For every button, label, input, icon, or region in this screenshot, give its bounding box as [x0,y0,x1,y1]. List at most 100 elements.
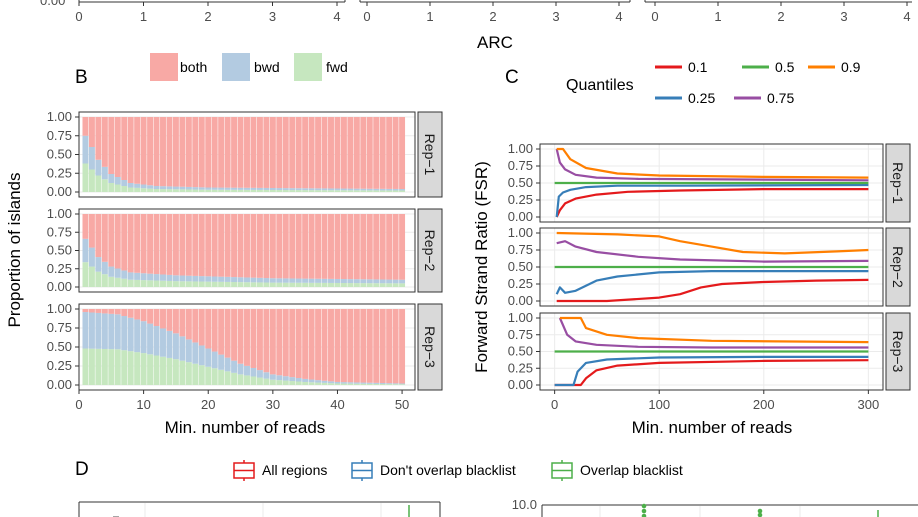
line-series-q0.1 [555,188,869,218]
ytick-label: 0.00 [47,184,72,199]
bar-bwd [276,375,283,381]
bar-fwd [121,350,128,385]
top-ytick-cut: 0.00 [40,0,65,8]
bar-both [399,117,406,189]
bar-bwd [302,378,309,382]
bar-bwd [334,381,341,384]
bar-both [308,214,315,279]
bar-both [140,309,147,322]
bar-bwd [211,351,218,369]
bar-fwd [82,262,89,287]
bar-fwd [399,190,406,192]
panel-c-label: C [505,67,519,88]
bar-both [334,214,341,279]
bar-bwd [218,187,225,190]
bar-both [269,214,276,279]
bar-both [153,214,160,275]
bar-fwd [95,348,102,385]
bar-both [334,117,341,189]
bar-both [231,117,238,188]
bar-fwd [392,190,399,192]
bar-bwd [237,363,244,375]
panel-d: D All regions Don't overlap blacklist Over… [75,459,918,517]
bar-both [147,309,154,324]
panel-b: B both bwd fwd 0.000.250.500.751.00Rep−10.… [5,53,443,437]
panel-d-legend: All regions Don't overlap blacklist Overla… [233,460,683,481]
bar-both [198,117,205,188]
bar-fwd [127,351,134,385]
top-xtick-label: 2 [489,9,496,24]
bar-both [218,214,225,277]
bar-fwd [185,189,192,192]
bar-bwd [282,376,289,381]
bar-both [101,117,108,167]
bar-bwd [250,187,257,190]
bar-both [237,309,244,364]
bar-fwd [88,169,95,192]
bar-both [179,309,186,337]
bar-fwd [101,179,108,192]
bar-fwd [108,183,115,192]
bar-both [289,214,296,279]
bar-bwd [256,187,263,190]
bar-both [386,117,393,189]
bar-both [82,117,89,136]
bar-bwd [373,188,380,191]
facet-strip-label: Rep−2 [422,230,438,272]
outlier-point [641,503,647,509]
bar-bwd [198,187,205,190]
bar-both [282,214,289,279]
bar-fwd [140,188,147,192]
bar-bwd [347,382,354,384]
bar-both [250,309,257,368]
panel-b-xaxis: 0 10 20 30 40 50 [75,390,409,412]
bar-both [379,117,386,189]
xtick-label: 0 [551,397,558,412]
bar-fwd [192,189,199,192]
bar-fwd [147,354,154,385]
bar-bwd [334,278,341,283]
bar-both [250,214,257,278]
bar-bwd [127,272,134,280]
bar-fwd [289,381,296,385]
bar-fwd [205,189,212,192]
panel-d-label: D [75,459,89,480]
bar-both [224,117,231,188]
bar-fwd [328,282,334,287]
bar-fwd [108,276,115,287]
bar-fwd [95,175,102,192]
panel-b-label: B [75,67,88,88]
bar-bwd [108,174,115,183]
bar-both [250,117,257,188]
bar-both [373,117,380,189]
bar-fwd [353,283,360,287]
bar-both [347,214,354,280]
top-xtick-label: 2 [777,9,784,24]
bar-bwd [276,188,283,191]
bar-bwd [237,187,244,190]
bar-fwd [244,189,250,192]
bar-fwd [218,281,225,287]
bar-both [360,214,367,280]
bar-both [179,214,186,276]
ytick-label: 0.50 [47,339,72,354]
bar-both [192,117,199,188]
bar-both [321,214,328,279]
bar-fwd [340,283,347,287]
ytick-label: 0.50 [508,175,533,190]
bar-fwd [134,187,141,192]
bar-bwd [328,188,334,191]
bar-bwd [289,188,296,191]
top-xtick-label: 4 [615,9,622,24]
bar-bwd [121,180,128,186]
bar-bwd [192,275,199,282]
bar-bwd [140,321,147,354]
bar-fwd [308,190,315,192]
bar-bwd [198,276,205,282]
bar-fwd [231,282,238,287]
bar-bwd [153,274,160,281]
bar-bwd [205,348,212,367]
facet-strip [885,312,911,391]
legend-swatch-bwd [222,53,250,81]
bar-fwd [276,380,283,385]
